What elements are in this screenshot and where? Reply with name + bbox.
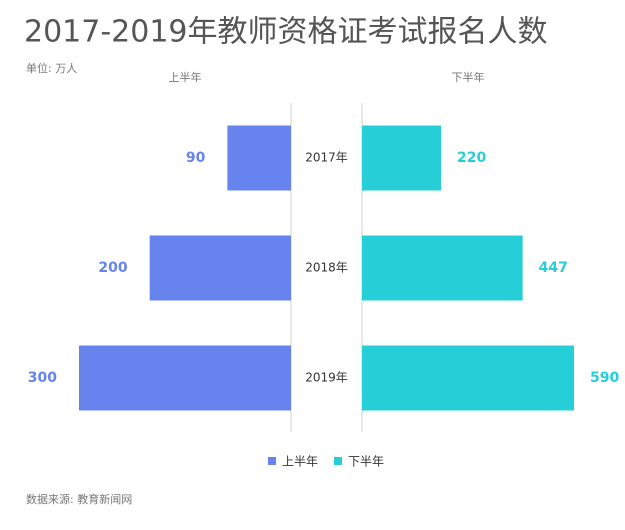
chart-title: 2017-2019年教师资格证考试报名人数	[24, 15, 548, 50]
category-label: 2019年	[305, 371, 348, 385]
bar	[362, 235, 523, 301]
value-label: 90	[186, 150, 206, 166]
legend-label: 上半年	[282, 455, 318, 469]
value-label: 590	[590, 370, 619, 386]
bar	[79, 345, 291, 411]
right-header: 下半年	[452, 70, 485, 84]
unit-label: 单位: 万人	[26, 61, 77, 75]
bar	[149, 235, 291, 301]
value-label: 200	[98, 260, 127, 276]
bar	[362, 125, 442, 191]
legend-swatch	[268, 457, 276, 465]
value-label: 447	[539, 260, 568, 276]
source-note: 数据来源: 教育新闻网	[26, 492, 132, 506]
left-header: 上半年	[169, 70, 202, 84]
bar	[362, 345, 574, 411]
legend-swatch	[334, 457, 342, 465]
bar	[227, 125, 291, 191]
value-label: 300	[28, 370, 57, 386]
value-label: 220	[457, 150, 486, 166]
category-label: 2018年	[305, 261, 348, 275]
category-label: 2017年	[305, 151, 348, 165]
legend-label: 下半年	[348, 455, 384, 469]
